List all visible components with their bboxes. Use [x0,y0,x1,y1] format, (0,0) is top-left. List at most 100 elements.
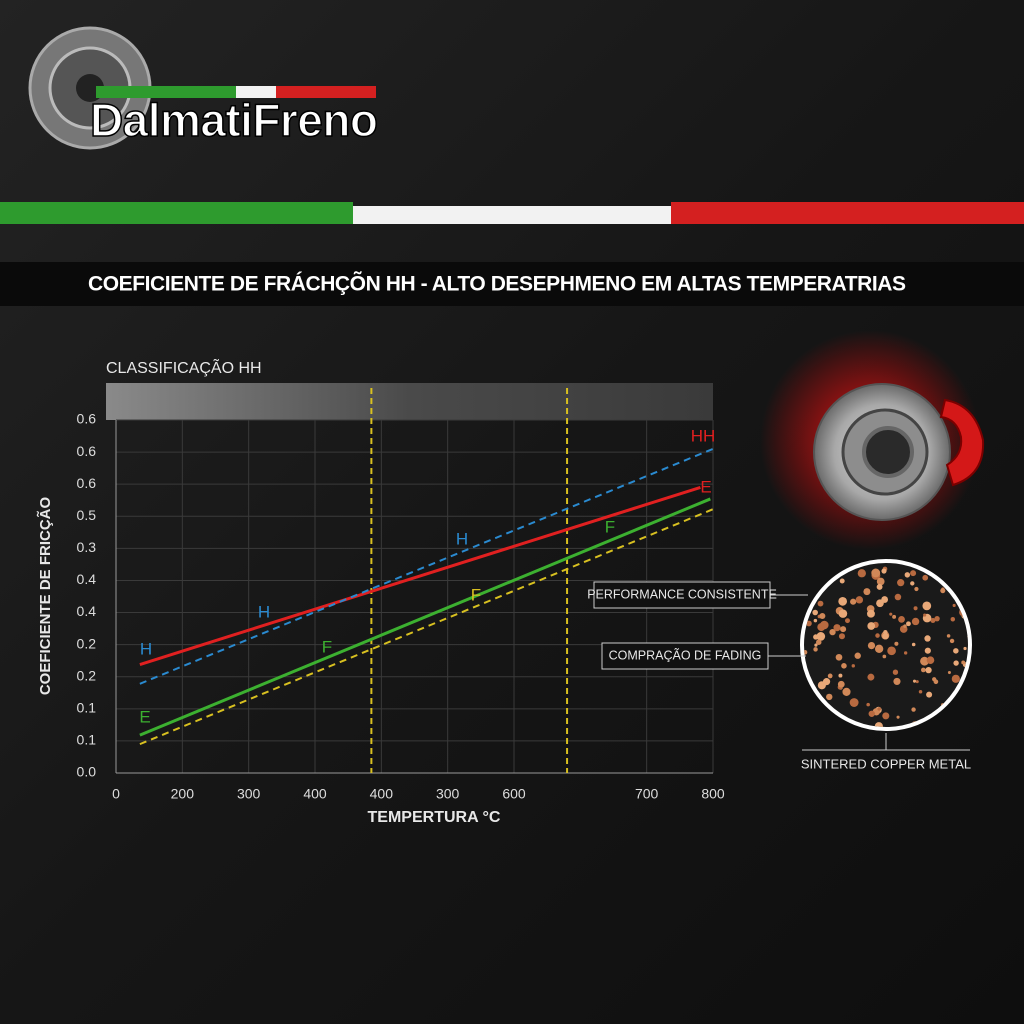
y-tick-label: 0.6 [77,443,97,459]
grain [816,639,822,645]
chart-title: COEFICIENTE DE FRÁCHÇÕN HH - ALTO DESEPH… [88,272,906,296]
y-tick-label: 0.1 [77,732,97,748]
grain [836,625,840,629]
x-tick-label: 700 [635,786,659,802]
y-tick-label: 0.4 [77,603,97,619]
grain [867,609,875,618]
grain [911,617,920,626]
grain [904,572,911,578]
grain [961,660,966,665]
grain [887,646,896,656]
grain [882,633,889,640]
grain [920,656,929,666]
grain [889,612,893,616]
grain [849,698,859,707]
grain [817,681,826,690]
x-tick-label: 300 [436,786,460,802]
grain [874,722,884,727]
grain [835,653,843,661]
grain [911,707,916,712]
grain [838,597,848,606]
grain [814,643,818,647]
grain [813,634,819,640]
line-label: H [140,639,152,658]
line-label: F [322,637,332,656]
grain [892,614,897,619]
grain [921,667,926,673]
grain [874,644,884,654]
grain [911,642,916,647]
grain [926,656,935,665]
grain [914,586,919,592]
grain [940,588,946,594]
grain [871,568,881,578]
grain [918,689,923,694]
x-tick-label: 200 [171,786,195,802]
grain [910,581,915,586]
grain [934,616,940,622]
grain [915,680,919,684]
callout-box [593,581,771,609]
logo: DalmatiFreno [28,26,379,150]
x-tick-label: 800 [701,786,725,802]
line-label: H [258,602,270,621]
grain [877,707,882,711]
grain [829,628,836,636]
grain [817,600,824,607]
grain [922,601,932,611]
grain [850,598,857,605]
x-tick-label: 300 [237,786,261,802]
grain [838,673,843,678]
grain [896,715,900,719]
grain [913,606,918,611]
y-axis-label: COEFICIENTE DE FRICÇÃO [36,496,54,695]
grain [910,570,917,577]
grain [876,577,885,586]
grain [838,633,845,640]
grain [894,641,899,646]
grain [881,568,887,574]
grain [863,588,871,596]
flag-red [671,202,1024,224]
grain [903,624,907,628]
line-label: H [456,529,468,548]
callout-text: PERFORMANCE CONSISTENTE [587,587,777,601]
grain [827,673,833,679]
grain [906,621,911,627]
grain [876,583,883,590]
flag-green [0,202,353,224]
grain [953,648,959,654]
grain [912,679,917,683]
grain [838,609,848,618]
x-tick-label: 0 [112,786,120,802]
grain [953,660,959,666]
grain [857,569,866,578]
grain [925,666,932,674]
brake-disc [760,330,985,550]
series-line [139,508,714,746]
y-tick-label: 0.0 [77,764,97,780]
grain [924,635,931,642]
grain [947,671,951,675]
grain [816,632,826,641]
grain [898,615,905,623]
y-tick-label: 0.2 [77,635,97,651]
series-line [139,497,711,737]
x-tick-label: 600 [502,786,526,802]
grain [893,677,901,685]
grain [922,574,929,581]
line-label: F [471,585,481,604]
grain [897,579,905,587]
grain [867,622,876,630]
grain [867,641,876,650]
grain [826,693,833,701]
grain [963,646,967,651]
line-label: HH [691,426,716,445]
classification-band [106,383,713,420]
grain [868,710,875,717]
grain [924,647,931,654]
grain [892,669,899,675]
callout-text: COMPRAÇÃO DE FADING [609,648,762,662]
y-tick-label: 0.1 [77,700,97,716]
